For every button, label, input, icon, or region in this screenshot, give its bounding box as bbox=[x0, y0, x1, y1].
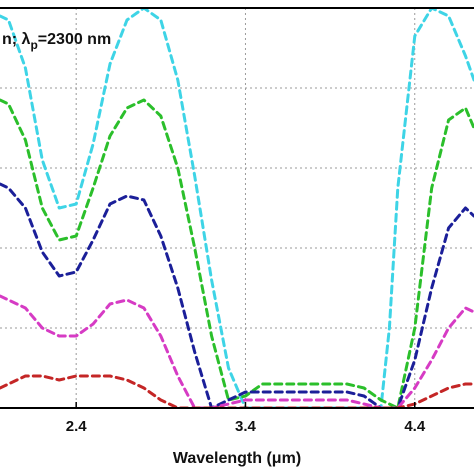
x-ticks: 2.4 3.4 4.4 bbox=[66, 402, 426, 435]
series-line-0 bbox=[0, 8, 474, 408]
x-axis-title: Wavelength (μm) bbox=[173, 450, 301, 467]
x-tick-label-2: 4.4 bbox=[404, 418, 426, 435]
series-line-2 bbox=[0, 182, 474, 408]
series-line-3 bbox=[0, 294, 474, 408]
series-line-1 bbox=[0, 98, 474, 408]
chart-annotation: n; λp=2300 nm bbox=[2, 31, 111, 52]
x-tick-label-1: 3.4 bbox=[235, 418, 257, 435]
x-tick-label-0: 2.4 bbox=[66, 418, 88, 435]
series-group bbox=[0, 8, 474, 408]
grid bbox=[0, 8, 474, 408]
